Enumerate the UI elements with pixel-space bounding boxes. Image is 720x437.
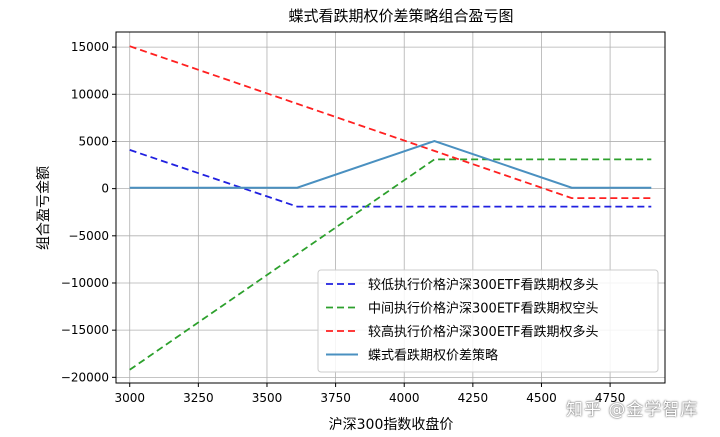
series-line-3	[129, 45, 652, 200]
y-axis-label: 组合盈亏金额	[36, 166, 52, 250]
legend-label-3: 较高执行价格沪深300ETF看跌期权多头	[368, 324, 598, 340]
x-axis-label: 沪深300指数收盘价	[329, 416, 454, 433]
y-tick-label: 15000	[71, 40, 109, 54]
legend-label-2: 中间执行价格沪深300ETF看跌期权空头	[368, 301, 598, 317]
x-tick-label: 4500	[526, 391, 557, 405]
legend-label-1: 较低执行价格沪深300ETF看跌期权多头	[368, 277, 598, 293]
y-tick-label: −5000	[68, 229, 109, 243]
x-tick-label: 4750	[595, 391, 626, 405]
legend: 较低执行价格沪深300ETF看跌期权多头中间执行价格沪深300ETF看跌期权空头…	[317, 269, 659, 373]
x-tick-label: 3500	[252, 391, 283, 405]
legend-label-4: 蝶式看跌期权价差策略	[368, 348, 498, 364]
y-tick-label: −15000	[61, 323, 109, 337]
series-line-2	[129, 158, 652, 371]
y-tick-label: −20000	[61, 370, 109, 384]
y-tick-label: −10000	[61, 276, 109, 290]
watermark: 知乎 @金学智库	[566, 400, 699, 420]
y-tick-label: 0	[101, 182, 109, 196]
y-tick-label: 10000	[71, 87, 109, 101]
chart-title: 蝶式看跌期权价差策略组合盈亏图	[288, 7, 513, 25]
plot-frame	[115, 31, 666, 384]
series-line-1	[129, 149, 652, 208]
series-line-4	[129, 139, 652, 189]
x-tick-label: 4250	[458, 391, 489, 405]
series-layer	[129, 45, 652, 371]
x-tick-label: 3750	[320, 391, 351, 405]
legend-box	[317, 269, 659, 373]
x-tick-label: 4000	[389, 391, 420, 405]
x-tick-label: 3250	[183, 391, 214, 405]
x-tick-label: 3000	[114, 391, 145, 405]
ticks: 3000 3250 3500 3750 4000 4250 4500 4750 −20000 −1…	[61, 40, 626, 405]
y-tick-label: 5000	[78, 134, 109, 148]
